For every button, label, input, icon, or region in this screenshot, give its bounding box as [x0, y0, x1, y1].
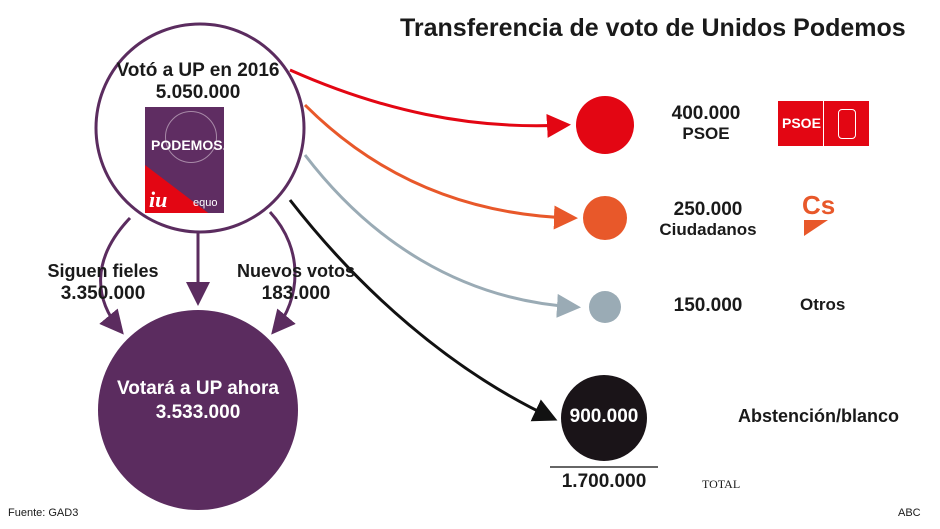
origin-label: Votó a UP en 2016 [116, 60, 280, 81]
iu-wordmark: iu [149, 187, 168, 212]
otros-label: Otros [800, 295, 846, 314]
page-title: Transferencia de voto de Unidos Podemos [400, 14, 906, 42]
now-circle [98, 310, 298, 510]
new-votes-label: Nuevos votos [236, 261, 356, 281]
new-votes-value: 183.000 [261, 283, 331, 304]
ciudadanos-logo: Cs [800, 190, 850, 240]
fist-rose-icon [838, 109, 856, 139]
psoe-wordmark: PSOE [782, 115, 821, 131]
abstention-circle [561, 375, 647, 461]
cs-arrow [303, 103, 578, 230]
psoe-logo: PSOE [778, 101, 869, 146]
now-value: 3.533.000 [155, 402, 241, 423]
podemos-wordmark: PODEMOS. [151, 137, 224, 153]
origin-circle [94, 22, 306, 234]
loyal-value: 3.350.000 [60, 283, 146, 304]
psoe-arrow [289, 68, 571, 138]
loyal-arrow [99, 216, 132, 335]
loyal-label: Siguen fieles [47, 261, 159, 281]
abstention-value: 900.000 [569, 406, 639, 427]
equo-wordmark: equo [193, 197, 218, 209]
unidos-podemos-logo: PODEMOS. iu equo [145, 107, 224, 213]
now-label: Votará a UP ahora [117, 378, 279, 399]
abstention-arrow [288, 199, 558, 422]
psoe-circle [576, 96, 634, 154]
total-value: 1.700.000 [561, 471, 647, 492]
total-label: TOTAL [702, 477, 741, 491]
source-note: Fuente: GAD3 [8, 507, 79, 519]
cs-triangle-icon [804, 220, 828, 236]
credit: ABC [898, 507, 921, 519]
cs-value: 250.000 [673, 199, 743, 220]
cs-circle [583, 196, 627, 240]
otros-circle [589, 291, 621, 323]
cs-wordmark: Cs [802, 190, 836, 220]
origin-value: 5.050.000 [155, 82, 241, 103]
cs-label: Ciudadanos [659, 220, 757, 239]
abstention-label: Abstención/blanco [738, 406, 900, 426]
psoe-label: PSOE [682, 124, 730, 143]
new-arrow [268, 210, 297, 335]
psoe-value: 400.000 [671, 103, 741, 124]
otros-arrow [303, 154, 581, 318]
otros-value: 150.000 [673, 295, 743, 316]
